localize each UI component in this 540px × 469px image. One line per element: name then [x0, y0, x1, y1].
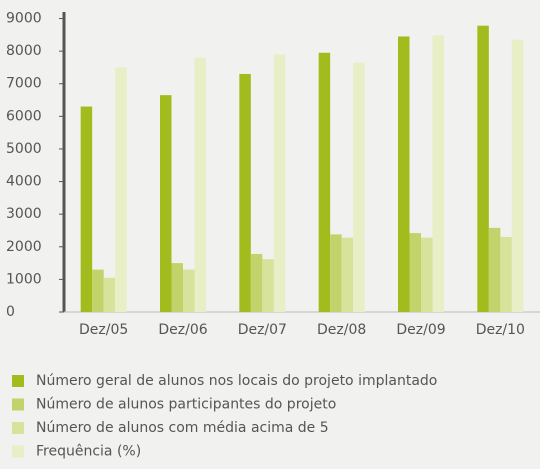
bar — [183, 269, 195, 312]
y-tick-label: 9000 — [6, 11, 42, 27]
y-tick-label: 0 — [6, 304, 15, 320]
bar — [262, 259, 274, 312]
y-tick-label: 8000 — [6, 43, 42, 59]
bar — [353, 62, 365, 312]
legend-swatch — [12, 398, 24, 411]
bar — [421, 237, 433, 312]
bar — [409, 233, 421, 312]
bar — [160, 95, 172, 312]
y-tick-label: 3000 — [6, 206, 42, 222]
bar — [488, 227, 501, 312]
y-tick-label: 7000 — [6, 76, 42, 92]
legend-swatch — [12, 422, 24, 434]
x-tick-label: Dez/05 — [79, 322, 128, 338]
y-tick-label: 4000 — [6, 174, 42, 190]
bar — [432, 35, 444, 312]
bar — [115, 67, 127, 312]
bar — [341, 237, 354, 312]
legend-swatch — [12, 375, 24, 387]
bar — [330, 234, 342, 312]
legend-label: Frequência (%) — [36, 444, 141, 460]
y-tick-label: 2000 — [6, 239, 42, 255]
y-tick-label: 5000 — [6, 141, 42, 157]
x-tick-label: Dez/09 — [396, 322, 445, 338]
bar — [239, 73, 251, 313]
x-tick-label: Dez/07 — [238, 322, 287, 338]
bar — [194, 57, 206, 312]
y-tick-label: 1000 — [6, 271, 42, 287]
legend-swatch — [12, 445, 24, 458]
x-tick-label: Dez/08 — [317, 322, 366, 338]
legend-label: Número de alunos participantes do projet… — [36, 397, 336, 413]
x-tick-label: Dez/06 — [158, 322, 207, 338]
legend-label: Número geral de alunos nos locais do pro… — [36, 373, 437, 389]
bar — [477, 25, 489, 313]
x-tick-label: Dez/10 — [476, 322, 525, 338]
bar — [103, 277, 116, 312]
bar — [273, 54, 286, 313]
bar — [511, 39, 524, 312]
bar — [398, 36, 410, 313]
bar — [250, 253, 263, 312]
y-tick-label: 6000 — [6, 108, 42, 124]
bar — [80, 106, 93, 312]
legend-label: Número de alunos com média acima de 5 — [36, 420, 329, 436]
bar — [92, 269, 104, 312]
bar — [500, 237, 512, 312]
bar — [318, 52, 331, 313]
bar — [171, 263, 183, 312]
